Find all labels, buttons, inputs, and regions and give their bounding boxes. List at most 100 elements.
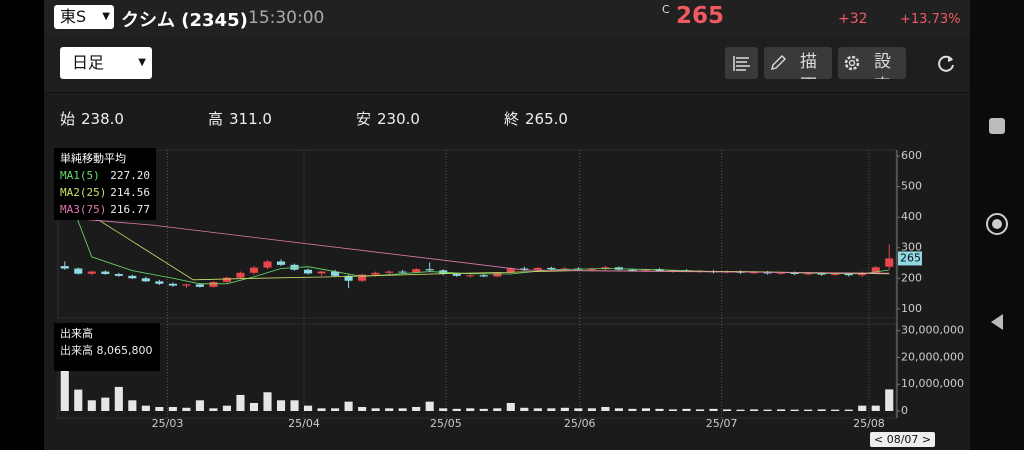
candle-body xyxy=(452,274,461,276)
candle-body xyxy=(871,267,880,273)
volume-bar xyxy=(249,402,259,411)
volume-bar xyxy=(574,408,583,411)
refresh-button[interactable] xyxy=(934,52,958,76)
y-tick-label: 30,000,000 xyxy=(901,324,964,337)
draw-label: 描画 xyxy=(800,52,817,79)
list-button[interactable] xyxy=(725,47,758,79)
volume-bar xyxy=(763,409,772,411)
price: 265 xyxy=(676,3,725,29)
volume-bar xyxy=(209,408,218,411)
ma-value: 227.20 xyxy=(110,169,150,182)
volume-bar xyxy=(195,400,204,411)
ma-name: MA2(25) xyxy=(60,186,107,199)
price-badge-bg xyxy=(898,251,922,266)
settings-button[interactable]: 設定 xyxy=(838,47,906,79)
volume-bar xyxy=(709,408,718,411)
volume-bar xyxy=(844,409,853,411)
volume-bar xyxy=(358,406,367,411)
candle-body xyxy=(844,274,853,276)
price-panel xyxy=(57,149,897,319)
candle-body xyxy=(358,274,367,281)
ohlc-value: 265.0 xyxy=(525,110,568,128)
candle-body xyxy=(817,273,826,275)
volume-bar xyxy=(750,409,759,411)
volume-bar xyxy=(182,407,191,411)
candle-body xyxy=(831,274,840,276)
y-tick-label: 10,000,000 xyxy=(901,377,964,390)
volume-bar xyxy=(790,409,799,411)
x-tick-label: 25/04 xyxy=(288,417,320,430)
candle-body xyxy=(385,271,394,273)
change-pct: +13.73% xyxy=(900,12,961,27)
y-tick-label: 400 xyxy=(901,210,922,223)
candle-body xyxy=(155,281,164,284)
volume-bar xyxy=(398,408,407,411)
volume-bar xyxy=(722,409,732,411)
volume-bar xyxy=(222,405,232,411)
candle-body xyxy=(804,273,813,275)
volume-bar xyxy=(520,407,529,411)
volume-bar xyxy=(168,406,177,411)
draw-button[interactable]: 描画 xyxy=(764,47,832,79)
x-tick-label: 25/08 xyxy=(853,417,885,430)
volume-bar xyxy=(817,409,826,411)
candle-body xyxy=(168,283,177,286)
candle-body xyxy=(398,271,407,273)
dropdown-arrow: ▼ xyxy=(102,11,110,22)
volume-legend-value: 8,065,800 xyxy=(96,344,153,357)
ma-legend-row: MA1(5) 227.20 xyxy=(60,167,150,184)
candle-body xyxy=(466,275,475,277)
volume-bar xyxy=(695,409,705,411)
candle-body xyxy=(209,281,218,287)
volume-bar xyxy=(560,407,569,411)
ma-line xyxy=(58,165,890,281)
candle-body xyxy=(506,268,515,273)
nav-bar xyxy=(970,0,1024,450)
candle-body xyxy=(587,269,596,271)
volume-bar xyxy=(682,408,691,411)
volume-bar xyxy=(425,401,434,411)
x-tick-label: 25/03 xyxy=(152,417,184,430)
y-tick-label: 500 xyxy=(901,180,922,193)
candle-body xyxy=(276,261,286,265)
candle-body xyxy=(479,275,488,277)
volume-bar xyxy=(533,408,542,411)
candle-body xyxy=(195,284,204,287)
price-tag: C xyxy=(662,3,670,16)
period-select[interactable]: 日足 ▼ xyxy=(60,47,152,79)
ma-line xyxy=(58,216,890,274)
change: +32 xyxy=(838,11,868,27)
home-button[interactable] xyxy=(986,213,1008,235)
back-button[interactable] xyxy=(988,312,1006,332)
candle-body xyxy=(317,271,326,274)
exchange-select[interactable]: 東S ▼ xyxy=(54,5,114,29)
candle-body xyxy=(74,268,83,274)
volume-bar xyxy=(777,409,786,411)
period: 日足 xyxy=(72,53,105,72)
exchange: 東S xyxy=(60,7,87,26)
volume-legend-label: 出来高 xyxy=(60,344,93,357)
ma-legend-row: MA2(25) 214.56 xyxy=(60,184,150,201)
recent-apps-button[interactable] xyxy=(989,118,1005,134)
ma-legend-row: MA3(75) 216.77 xyxy=(60,201,150,218)
toolbar: 日足 ▼ 描画 設定 xyxy=(44,36,970,93)
ohlc-item: 安 230.0 xyxy=(356,108,420,129)
settings-label: 設定 xyxy=(874,52,891,79)
price-badge: 265 xyxy=(900,251,921,264)
volume-bar xyxy=(303,405,313,411)
volume-bar xyxy=(804,409,813,411)
volume-bar xyxy=(668,409,678,411)
candle-body xyxy=(331,271,340,276)
candle-body xyxy=(114,274,123,276)
ohlc-item: 終 265.0 xyxy=(504,108,568,129)
candle-body xyxy=(60,266,69,269)
ohlc-label: 高 xyxy=(208,110,224,128)
volume-bar xyxy=(344,401,353,411)
candle-body xyxy=(236,272,245,278)
ohlc-value: 230.0 xyxy=(377,110,420,128)
y-tick-label: 20,000,000 xyxy=(901,350,964,363)
candle-body xyxy=(560,268,569,270)
volume-bar xyxy=(452,408,461,411)
ma-value: 214.56 xyxy=(110,186,150,199)
